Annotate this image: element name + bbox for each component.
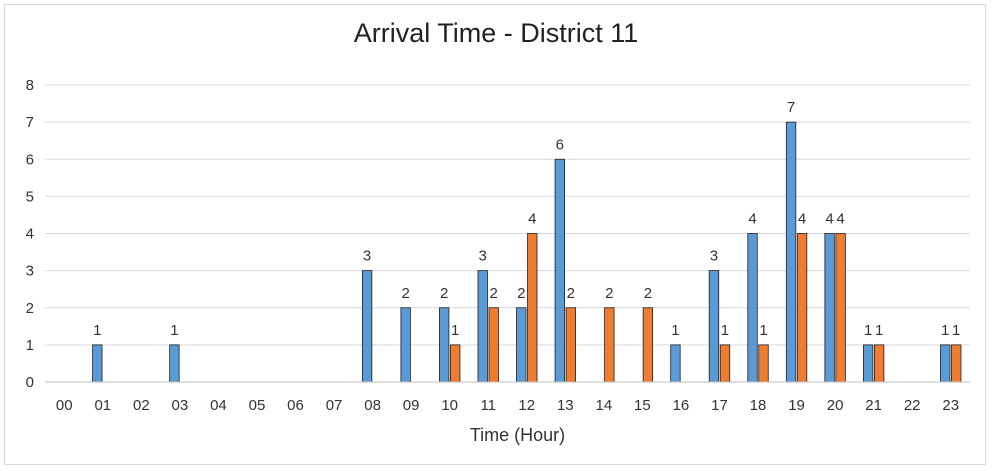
bar <box>92 344 103 383</box>
bar <box>400 307 411 383</box>
bar <box>824 233 835 383</box>
bar-value-label: 2 <box>644 285 652 302</box>
bar-value-label: 3 <box>479 248 487 265</box>
bar-value-label: 2 <box>605 285 613 302</box>
bar-value-label: 1 <box>941 322 949 339</box>
y-tick-label: 8 <box>26 77 34 94</box>
bar <box>477 270 488 383</box>
x-tick-label: 08 <box>364 397 381 414</box>
bar-value-label: 2 <box>517 285 525 302</box>
bar-value-label: 4 <box>836 211 844 228</box>
x-tick-label: 01 <box>94 397 111 414</box>
bar-value-label: 4 <box>528 211 536 228</box>
bar <box>951 344 962 383</box>
x-tick-label: 19 <box>788 397 805 414</box>
bar-value-label: 1 <box>721 322 729 339</box>
bar <box>862 344 874 383</box>
bar <box>565 307 576 383</box>
x-tick-label: 18 <box>750 397 767 414</box>
bar <box>439 307 450 383</box>
bar <box>554 158 565 383</box>
x-tick-label: 03 <box>172 397 189 414</box>
x-tick-label: 07 <box>326 397 343 414</box>
bar <box>747 233 758 383</box>
x-axis-label: Time (Hour) <box>470 425 565 445</box>
x-tick-label: 22 <box>904 397 921 414</box>
x-tick-label: 17 <box>711 397 728 414</box>
bar-value-label: 3 <box>363 248 371 265</box>
bar-value-label: 4 <box>825 211 833 228</box>
x-tick-label: 15 <box>634 397 651 414</box>
bar <box>835 233 846 383</box>
bar <box>670 344 681 383</box>
x-tick-label: 12 <box>518 397 535 414</box>
bar-value-label: 2 <box>567 285 575 302</box>
x-tick-label: 16 <box>673 397 690 414</box>
x-axis-ticks: 00 01 02 03 04 05 06 07 08 09 10 11 12 13 14 15 16 17 18 19… <box>56 397 959 414</box>
bar-value-label: 1 <box>759 322 767 339</box>
bar-value-label: 2 <box>440 285 448 302</box>
x-tick-label: 14 <box>596 397 613 414</box>
bar <box>642 307 654 383</box>
bar-value-label: 3 <box>710 248 718 265</box>
bar <box>450 344 461 383</box>
bar-value-label: 4 <box>748 211 756 228</box>
bar-value-label: 7 <box>787 99 795 116</box>
x-tick-label: 21 <box>865 397 882 414</box>
x-tick-label: 00 <box>56 397 73 414</box>
bar <box>604 307 615 383</box>
bar <box>527 233 538 383</box>
bar <box>719 344 731 383</box>
bar <box>785 121 797 383</box>
chart-frame <box>4 4 986 465</box>
x-tick-label: 09 <box>403 397 420 414</box>
bar-value-label: 1 <box>170 322 178 339</box>
bar <box>488 307 499 383</box>
y-tick-label: 0 <box>26 374 34 391</box>
bar-value-label: 6 <box>556 136 564 153</box>
y-tick-label: 3 <box>26 263 34 280</box>
bar <box>708 270 720 383</box>
x-tick-label: 13 <box>557 397 574 414</box>
x-tick-label: 04 <box>210 397 227 414</box>
x-tick-label: 20 <box>827 397 844 414</box>
gridlines <box>45 84 970 346</box>
bar <box>940 344 951 383</box>
y-tick-label: 5 <box>26 188 34 205</box>
bar-value-label: 4 <box>798 211 806 228</box>
bar <box>873 344 885 383</box>
bar <box>516 307 527 383</box>
bar <box>758 344 769 383</box>
x-tick-label: 11 <box>480 397 496 414</box>
bar-value-label: 1 <box>875 322 883 339</box>
bar-value-label: 1 <box>864 322 872 339</box>
y-tick-label: 4 <box>26 226 34 243</box>
y-tick-label: 2 <box>26 300 34 317</box>
y-tick-label: 1 <box>26 337 34 354</box>
y-tick-label: 7 <box>26 114 34 131</box>
bar-value-label: 1 <box>451 322 459 339</box>
bar-value-label: 1 <box>671 322 679 339</box>
bar-value-label: 2 <box>490 285 498 302</box>
bar <box>169 344 180 383</box>
x-tick-label: 23 <box>942 397 959 414</box>
bar-value-label: 2 <box>401 285 409 302</box>
bar <box>361 270 373 383</box>
bar-value-label: 1 <box>952 322 960 339</box>
x-tick-label: 02 <box>133 397 150 414</box>
chart-title: Arrival Time - District 11 <box>353 18 639 48</box>
y-axis-ticks: 0 1 2 3 4 5 6 7 8 <box>26 77 34 391</box>
x-tick-label: 05 <box>249 397 266 414</box>
x-tick-label: 10 <box>441 397 458 414</box>
x-tick-label: 06 <box>287 397 304 414</box>
bar <box>796 233 808 383</box>
y-tick-label: 6 <box>26 151 34 168</box>
bar-value-label: 1 <box>93 322 101 339</box>
